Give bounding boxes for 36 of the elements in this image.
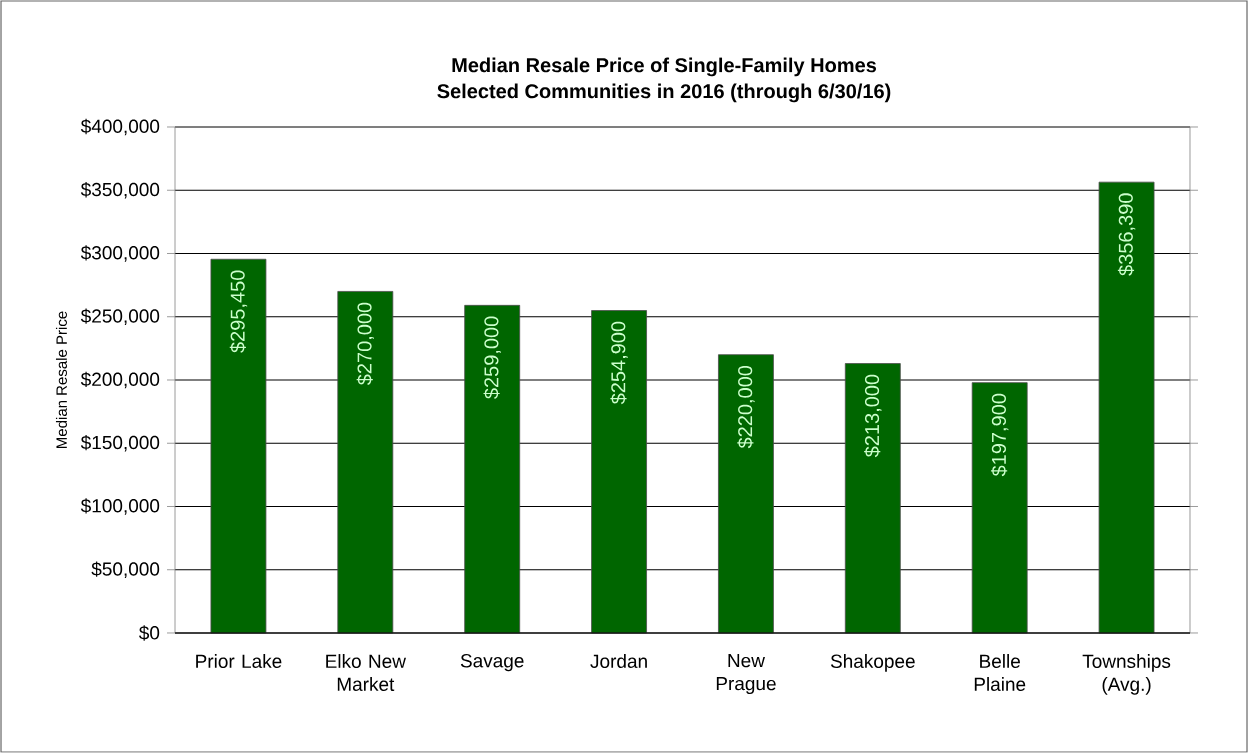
data-label: $356,390 [1117,193,1136,276]
x-tick-label: Elko New Market [326,654,406,692]
y-tick-label: $250,000 [80,308,160,325]
bar [464,304,521,634]
bar [591,310,647,634]
data-label: $295,450 [229,270,248,353]
y-tick-label: $150,000 [80,434,160,452]
y-tick-label: $350,000 [80,181,160,199]
bar [971,382,1028,634]
data-label: $197,900 [991,393,1009,477]
data-label: $270,000 [356,302,375,386]
y-tick-label: $0 [139,625,160,641]
y-tick-label: $50,000 [91,561,160,578]
x-tick-label: Jordan [590,654,647,669]
x-tick-label: Townships (Avg.) [1082,654,1171,695]
y-tick-label: $200,000 [80,371,160,389]
y-tick-label: $100,000 [80,498,160,515]
x-tick-label: Belle Plaine [974,654,1026,692]
chart-title: Median Resale Price of Single-Family Homes [452,57,877,77]
chart-subtitle: Selected Communities in 2016 (through 6/30/16) [437,83,891,103]
data-label: $220,000 [737,365,755,449]
bar [718,354,774,634]
y-tick-label: $400,000 [80,118,160,136]
x-tick-label: New Prague [716,654,776,695]
bar [1098,181,1155,634]
bar [844,363,901,634]
data-label: $259,000 [483,316,501,399]
bar [210,258,267,634]
x-tick-label: Shakopee [830,654,915,672]
bar [337,291,394,634]
y-tick-label: $300,000 [80,245,160,262]
data-label: $254,900 [610,321,628,405]
data-label: $213,000 [864,374,882,458]
y-axis-title: Median Resale Price [55,311,67,448]
x-tick-label: Prior Lake [196,654,282,669]
x-tick-label: Savage [460,654,524,672]
